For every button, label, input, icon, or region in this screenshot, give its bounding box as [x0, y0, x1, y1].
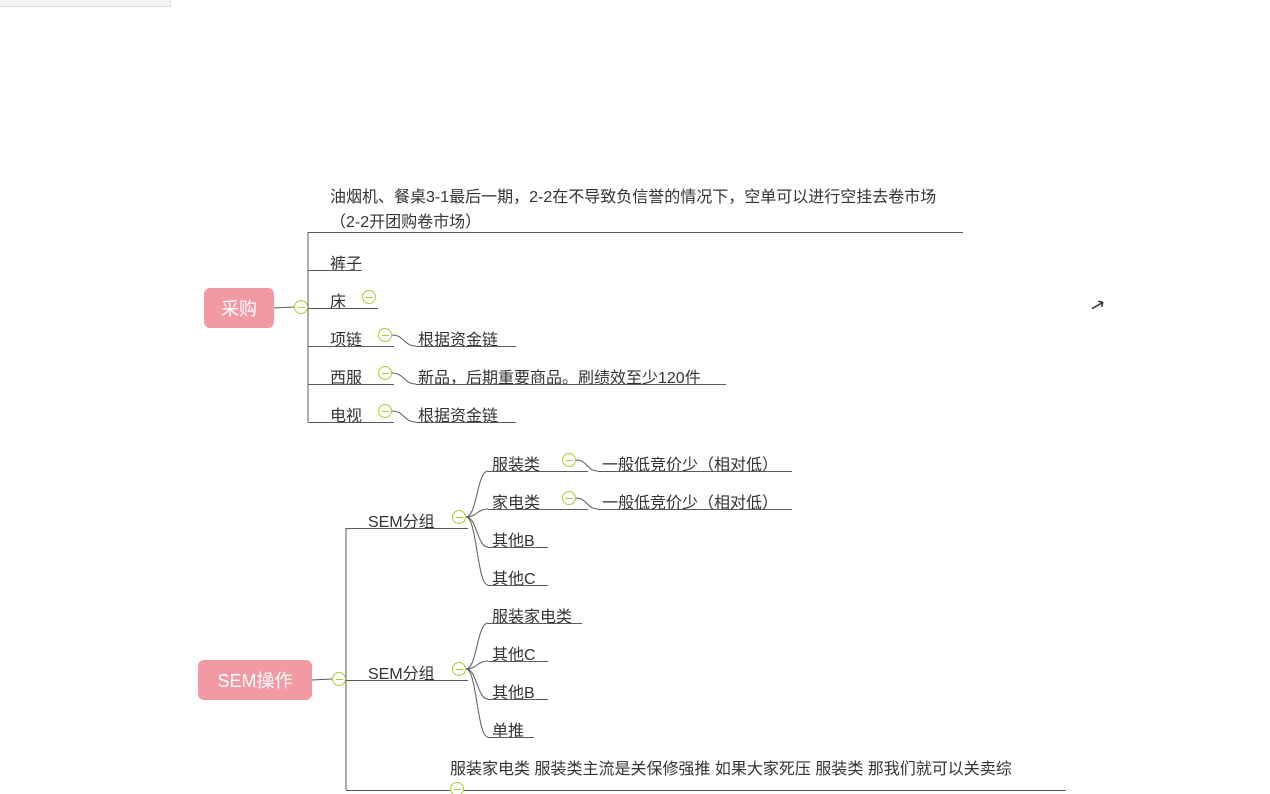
- root-purchase[interactable]: 采购: [204, 288, 274, 328]
- n-semg1-cloth-note-underline: [598, 471, 792, 472]
- n-necklace-toggle[interactable]: [378, 328, 392, 342]
- n-semg1-app-toggle[interactable]: [562, 491, 576, 505]
- n-suit-underline: [308, 384, 394, 385]
- n-suit-note-underline: [416, 384, 726, 385]
- n-tv-note-underline: [416, 422, 516, 423]
- connector-layer: [0, 0, 1270, 794]
- n-sem-note-label[interactable]: 服装家电类 服装类主流是关保修强推 如果大家死压 服装类 那我们就可以关卖综: [450, 755, 1012, 779]
- n-necklace-underline: [308, 346, 394, 347]
- app-toolbar-fragment: [0, 0, 171, 7]
- root-sem-toggle[interactable]: [332, 672, 346, 686]
- n-semg2-underline: [346, 680, 468, 681]
- n-semg2-ca-underline: [488, 623, 582, 624]
- root-purchase-toggle[interactable]: [294, 300, 308, 314]
- n-pants-underline: [308, 270, 362, 271]
- n-tv-toggle[interactable]: [378, 404, 392, 418]
- n-sem-note-toggle[interactable]: [450, 782, 464, 794]
- n-oil-label[interactable]: 油烟机、餐桌3-1最后一期，2-2在不导致负信誉的情况下，空单可以进行空挂去卷市…: [330, 186, 962, 236]
- n-semg2-sp-underline: [488, 737, 534, 738]
- n-semg2-toggle[interactable]: [452, 662, 466, 676]
- n-bed-toggle[interactable]: [362, 290, 376, 304]
- n-suit-toggle[interactable]: [378, 366, 392, 380]
- n-necklace-note-underline: [416, 346, 516, 347]
- mouse-cursor: ↖: [1088, 293, 1108, 317]
- n-semg1-cloth-underline: [488, 471, 588, 472]
- n-semg1-oc-underline: [488, 585, 548, 586]
- n-semg1-toggle[interactable]: [452, 510, 466, 524]
- n-oil-underline: [308, 232, 963, 233]
- n-semg1-ob-underline: [488, 547, 548, 548]
- root-sem[interactable]: SEM操作: [198, 660, 312, 700]
- n-semg1-cloth-toggle[interactable]: [562, 453, 576, 467]
- n-semg2-ob-underline: [488, 699, 548, 700]
- n-semg1-app-underline: [488, 509, 588, 510]
- n-semg1-app-note-underline: [598, 509, 792, 510]
- n-semg2-oc-underline: [488, 661, 548, 662]
- n-semg1-underline: [346, 528, 468, 529]
- n-bed-underline: [308, 308, 378, 309]
- n-tv-underline: [308, 422, 394, 423]
